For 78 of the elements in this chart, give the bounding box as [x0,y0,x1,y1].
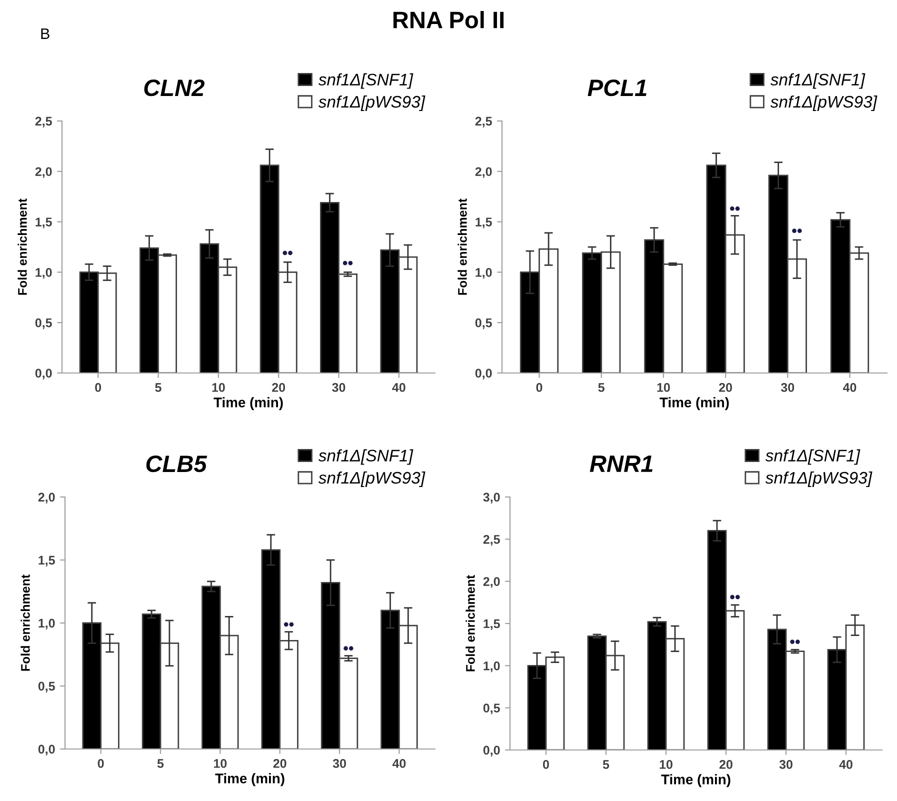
x-axis-title: Time (min) [215,773,284,786]
x-axis-title: Time (min) [214,397,283,410]
chart-title: RNR1 [590,456,652,472]
x-tick-label: 30 [780,383,794,392]
y-tick-label: 0,5 [483,704,500,714]
y-tick-label: 0,5 [35,318,52,330]
annotation: •• [790,640,800,644]
x-axis-title: Time (min) [660,397,729,410]
y-tick-label: 2,0 [475,167,492,178]
annotation: •• [342,260,353,266]
x-tick-label: 10 [214,759,227,768]
y-tick-label: 0,5 [38,682,55,692]
x-tick-label: 40 [842,383,856,392]
x-tick-label: 40 [392,383,406,392]
x-tick-label: 0 [543,760,549,769]
legend-label: snf1Δ[pWS93] [765,471,872,487]
annotation: •• [730,206,740,211]
y-tick-label: 0,0 [35,368,52,380]
y-tick-label: 3,0 [483,492,500,504]
x-tick-label: 0 [95,383,102,392]
y-tick-label: 1,0 [484,661,500,672]
x-tick-label: 10 [657,383,670,392]
x-tick-label: 0 [536,383,542,392]
y-tick-label: 0,5 [475,318,492,330]
y-tick-label: 1,5 [36,218,52,228]
legend-label: snf1Δ[pWS93] [318,471,426,487]
y-tick-label: 0,0 [483,746,500,756]
legend-label: snf1Δ[pWS93] [318,95,426,111]
x-tick-label: 5 [602,760,610,769]
y-axis-title: Fold enrichment [20,574,30,671]
x-tick-label: 30 [779,760,792,769]
annotation: •• [792,228,802,233]
x-tick-label: 10 [660,760,672,769]
x-tick-label: 20 [719,760,732,769]
y-axis-title: Fold enrichment [458,198,467,295]
annotation: •• [284,622,294,627]
y-axis-title: Fold enrichment [18,198,27,295]
y-tick-label: 0,0 [38,744,55,756]
y-tick-label: 2,5 [35,116,52,128]
legend-label: snf1Δ[SNF1] [765,449,860,465]
x-tick-label: 40 [839,760,852,769]
x-tick-label: 20 [272,383,286,392]
x-tick-label: 10 [212,383,225,392]
y-tick-label: 2,5 [483,534,500,546]
y-tick-label: 1,0 [38,618,55,630]
annotation: •• [730,594,740,600]
y-tick-label: 1,5 [484,619,500,630]
legend-label: snf1Δ[SNF1] [770,73,866,89]
x-tick-label: 5 [157,759,164,768]
y-tick-label: 2,0 [38,492,55,504]
y-tick-label: 1,0 [36,268,52,279]
y-tick-label: 1,0 [476,268,492,279]
chart-title: PCL1 [588,79,646,96]
y-tick-label: 1,5 [38,556,55,566]
x-tick-label: 30 [332,383,346,392]
y-axis-title: Fold enrichment [466,575,475,672]
chart-title: CLN2 [144,79,204,96]
y-tick-label: 0,0 [475,368,492,380]
x-tick-label: 40 [392,759,406,768]
x-tick-label: 20 [719,383,732,392]
y-tick-label: 2,0 [35,167,52,178]
legend-label: snf1Δ[SNF1] [318,73,414,89]
annotation: •• [282,250,292,256]
x-tick-label: 0 [98,759,104,768]
y-tick-label: 1,5 [476,218,492,228]
x-axis-title: Time (min) [661,774,730,788]
chart-title: CLB5 [146,455,208,472]
text: B [41,28,50,39]
x-tick-label: 30 [332,759,346,768]
annotation: •• [344,646,354,651]
x-tick-label: 5 [598,383,604,392]
legend-label: snf1Δ[SNF1] [318,449,414,465]
x-tick-label: 5 [155,383,162,392]
text: RNA Pol II [393,10,504,28]
x-tick-label: 20 [273,759,286,768]
y-tick-label: 2,5 [475,116,492,128]
y-tick-label: 2,0 [483,577,500,588]
legend-label: snf1Δ[pWS93] [770,95,878,111]
